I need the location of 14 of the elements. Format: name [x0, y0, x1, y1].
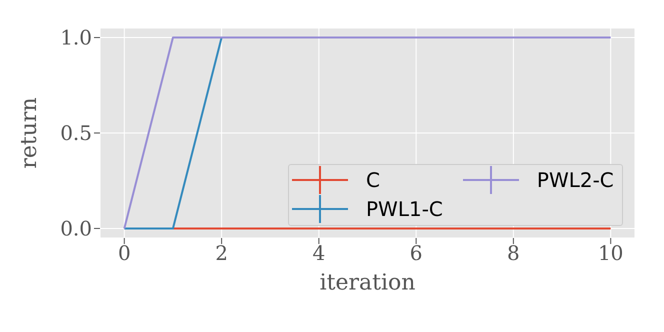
x-tick-label: 6 — [410, 241, 423, 266]
x-tick-label: 10 — [598, 241, 624, 266]
legend-label: PWL1-C — [366, 196, 443, 220]
y-tick-label: 0.0 — [60, 216, 92, 241]
x-tick-label: 2 — [215, 241, 228, 266]
y-tick-label: 0.5 — [60, 121, 92, 146]
x-tick-label: 8 — [507, 241, 520, 266]
x-tick-label: 0 — [118, 241, 131, 266]
x-axis-title: iteration — [320, 270, 416, 296]
legend-label: PWL2-C — [536, 168, 614, 192]
x-tick-label: 4 — [312, 241, 326, 266]
y-axis-title: return — [16, 97, 42, 169]
legend-label: C — [366, 168, 380, 192]
y-tick-label: 1.0 — [60, 26, 92, 50]
